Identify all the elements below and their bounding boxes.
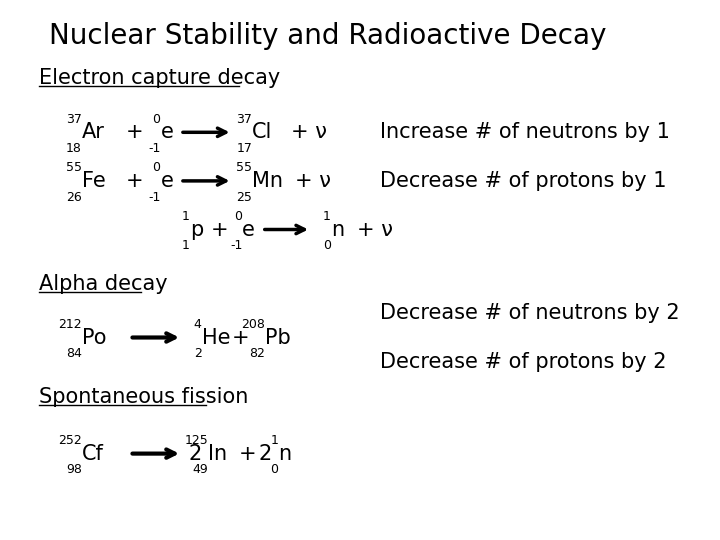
Text: +: +	[210, 219, 228, 240]
Text: In: In	[208, 443, 228, 464]
Text: Spontaneous fission: Spontaneous fission	[40, 387, 248, 407]
Text: Nuclear Stability and Radioactive Decay: Nuclear Stability and Radioactive Decay	[49, 22, 606, 50]
Text: Po: Po	[82, 327, 107, 348]
Text: 84: 84	[66, 347, 82, 360]
Text: 4: 4	[194, 318, 202, 331]
Text: 2: 2	[194, 347, 202, 360]
Text: +: +	[125, 171, 143, 191]
Text: 1: 1	[182, 210, 190, 223]
Text: -1: -1	[148, 142, 161, 155]
Text: 18: 18	[66, 142, 82, 155]
Text: 1: 1	[323, 210, 330, 223]
Text: + ν: + ν	[292, 122, 328, 143]
Text: p: p	[190, 219, 203, 240]
Text: 82: 82	[249, 347, 265, 360]
Text: 49: 49	[192, 463, 208, 476]
Text: 0: 0	[323, 239, 330, 252]
Text: 2: 2	[258, 443, 272, 464]
Text: n: n	[278, 443, 292, 464]
Text: Alpha decay: Alpha decay	[40, 273, 168, 294]
Text: 2: 2	[189, 443, 202, 464]
Text: + ν: + ν	[294, 171, 330, 191]
Text: 0: 0	[153, 112, 161, 126]
Text: 25: 25	[236, 191, 252, 204]
Text: 0: 0	[234, 210, 242, 223]
Text: +: +	[238, 443, 256, 464]
Text: 17: 17	[236, 142, 252, 155]
Text: 208: 208	[241, 318, 265, 331]
Text: Decrease # of protons by 2: Decrease # of protons by 2	[379, 352, 666, 372]
Text: 26: 26	[66, 191, 82, 204]
Text: 0: 0	[153, 161, 161, 174]
Text: Pb: Pb	[265, 327, 291, 348]
Text: Ar: Ar	[82, 122, 104, 143]
Text: 0: 0	[270, 463, 278, 476]
Text: 98: 98	[66, 463, 82, 476]
Text: e: e	[242, 219, 255, 240]
Text: +: +	[125, 122, 143, 143]
Text: +: +	[232, 327, 250, 348]
Text: 55: 55	[236, 161, 252, 174]
Text: Increase # of neutrons by 1: Increase # of neutrons by 1	[379, 122, 670, 143]
Text: Electron capture decay: Electron capture decay	[40, 68, 281, 89]
Text: -1: -1	[230, 239, 242, 252]
Text: e: e	[161, 171, 174, 191]
Text: Decrease # of protons by 1: Decrease # of protons by 1	[379, 171, 666, 191]
Text: 1: 1	[182, 239, 190, 252]
Text: 37: 37	[66, 112, 82, 126]
Text: Fe: Fe	[82, 171, 106, 191]
Text: 252: 252	[58, 434, 82, 447]
Text: + ν: + ν	[357, 219, 393, 240]
Text: 125: 125	[184, 434, 208, 447]
Text: Decrease # of neutrons by 2: Decrease # of neutrons by 2	[379, 303, 680, 323]
Text: Cf: Cf	[82, 443, 104, 464]
Text: -1: -1	[148, 191, 161, 204]
Text: 55: 55	[66, 161, 82, 174]
Text: He: He	[202, 327, 230, 348]
Text: e: e	[161, 122, 174, 143]
Text: Cl: Cl	[252, 122, 272, 143]
Text: 37: 37	[236, 112, 252, 126]
Text: 212: 212	[58, 318, 82, 331]
Text: n: n	[330, 219, 343, 240]
Text: Mn: Mn	[252, 171, 283, 191]
Text: 1: 1	[271, 434, 278, 447]
